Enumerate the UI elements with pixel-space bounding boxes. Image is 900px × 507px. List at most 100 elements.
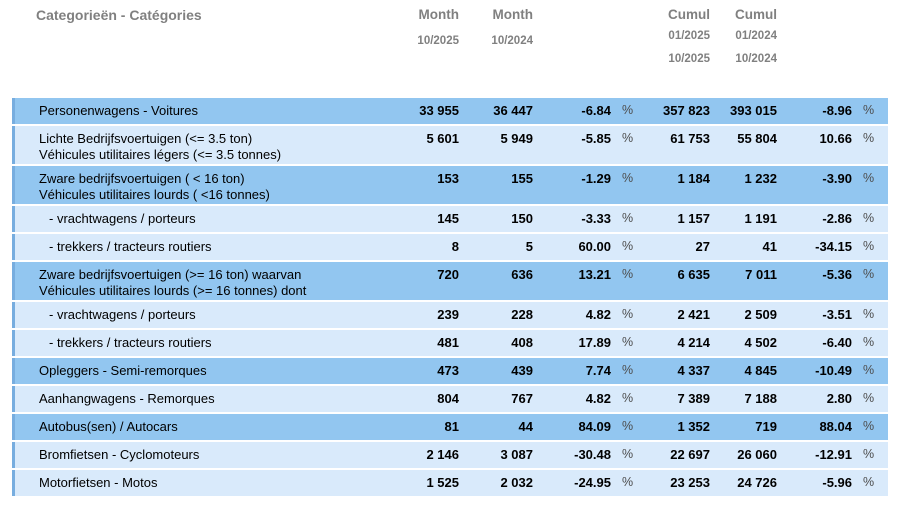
month-previous-value: 439 bbox=[511, 363, 533, 378]
cumul-pct-value: -5.96 bbox=[822, 475, 852, 490]
month-pct-value: -30.48 bbox=[574, 447, 611, 462]
month-current-value: 153 bbox=[437, 171, 459, 186]
month-pct-value: -6.84 bbox=[581, 103, 611, 118]
row-category-label: Lichte Bedrijfsvoertuigen (<= 3.5 ton) Vé… bbox=[15, 126, 410, 164]
table-row: Lichte Bedrijfsvoertuigen (<= 3.5 ton) Vé… bbox=[12, 126, 888, 164]
cumul-pct-sign: % bbox=[863, 131, 875, 145]
row-category-label-line: Zware bedrijfsvoertuigen ( < 16 ton) bbox=[39, 171, 245, 186]
row-category-label: Autobus(sen) / Autocars bbox=[15, 414, 410, 440]
cumul-previous-column-header: Cumul 01/2024 10/2024 bbox=[713, 6, 780, 98]
cumul-current-value: 357 823 bbox=[663, 103, 710, 118]
table-row: Motorfietsen - Motos 1 525 2 032 -24.95% 23 … bbox=[12, 470, 888, 496]
cumul-current-value: 1 184 bbox=[677, 171, 710, 186]
cumul-pct-value: 88.04 bbox=[819, 419, 852, 434]
month-previous-value: 2 032 bbox=[500, 475, 533, 490]
cumul-pct-sign: % bbox=[863, 211, 875, 225]
table-row: - trekkers / tracteurs routiers 8 5 60.00% 2… bbox=[12, 234, 888, 260]
table-row: Bromfietsen - Cyclomoteurs 2 146 3 087 -30.… bbox=[12, 442, 888, 468]
row-category-label-line: Véhicules utilitaires lourds (>= 16 tonn… bbox=[39, 283, 307, 298]
cumul-current-value: 4 337 bbox=[677, 363, 710, 378]
month-pct-value: -24.95 bbox=[574, 475, 611, 490]
cumul-pct-sign: % bbox=[863, 419, 875, 433]
month-pct-value: 84.09 bbox=[578, 419, 611, 434]
month-previous-value: 36 447 bbox=[493, 103, 533, 118]
month-pct-column-header bbox=[536, 6, 614, 98]
month-pct-value: 17.89 bbox=[578, 335, 611, 350]
row-category-label: - vrachtwagens / porteurs bbox=[15, 206, 410, 232]
cumul-current-value: 7 389 bbox=[677, 391, 710, 406]
row-category-label: Personenwagens - Voitures bbox=[15, 98, 410, 124]
cumul-previous-value: 4 502 bbox=[744, 335, 777, 350]
month-pct-sign: % bbox=[622, 475, 634, 489]
cumul-current-period-start: 01/2025 bbox=[668, 30, 710, 42]
row-category-label-line: Opleggers - Semi-remorques bbox=[39, 363, 207, 378]
cumul-previous-value: 41 bbox=[762, 239, 777, 254]
cumul-pct-sign: % bbox=[863, 103, 875, 117]
month-pct-sign: % bbox=[622, 391, 634, 405]
month-current-value: 481 bbox=[437, 335, 459, 350]
table-row: Zware bedrijfsvoertuigen ( < 16 ton) Véhi… bbox=[12, 166, 888, 204]
cumul-pct-sign: % bbox=[863, 335, 875, 349]
month-current-period: 10/2025 bbox=[417, 35, 459, 47]
table-header: Categorieën - Catégories Month 10/2025 M… bbox=[12, 6, 888, 98]
cumul-pct-sign: % bbox=[863, 171, 875, 185]
row-category-label: Zware bedrijfsvoertuigen (>= 16 ton) waa… bbox=[15, 262, 410, 300]
month-current-value: 1 525 bbox=[426, 475, 459, 490]
month-pct-sign: % bbox=[622, 103, 634, 117]
month-pct-sign: % bbox=[622, 363, 634, 377]
cumul-pct-value: -8.96 bbox=[822, 103, 852, 118]
month-previous-period: 10/2024 bbox=[491, 35, 533, 47]
row-category-label-line: Motorfietsen - Motos bbox=[39, 475, 158, 490]
cumul-current-value: 6 635 bbox=[677, 267, 710, 282]
table-row: Opleggers - Semi-remorques 473 439 7.74% 4 3… bbox=[12, 358, 888, 384]
table-row: Aanhangwagens - Remorques 804 767 4.82% 7 38… bbox=[12, 386, 888, 412]
month-pct-sign: % bbox=[622, 335, 634, 349]
cumul-pct-value: -12.91 bbox=[815, 447, 852, 462]
table-row: Autobus(sen) / Autocars 81 44 84.09% 1 352 71… bbox=[12, 414, 888, 440]
month-previous-value: 3 087 bbox=[500, 447, 533, 462]
month-pct-sign: % bbox=[622, 131, 634, 145]
month-previous-value: 636 bbox=[511, 267, 533, 282]
month-pct-value: -3.33 bbox=[581, 211, 611, 226]
month-pct-value: -1.29 bbox=[581, 171, 611, 186]
month-previous-title: Month bbox=[492, 7, 533, 22]
category-column-header: Categorieën - Catégories bbox=[36, 7, 202, 23]
cumul-previous-value: 55 804 bbox=[737, 131, 777, 146]
cumul-current-period-end: 10/2025 bbox=[668, 53, 710, 65]
row-category-label: Motorfietsen - Motos bbox=[15, 470, 410, 496]
cumul-current-value: 1 157 bbox=[677, 211, 710, 226]
cumul-previous-value: 7 188 bbox=[744, 391, 777, 406]
month-current-value: 8 bbox=[451, 239, 459, 254]
cumul-current-value: 27 bbox=[695, 239, 710, 254]
table-row: Zware bedrijfsvoertuigen (>= 16 ton) waa… bbox=[12, 262, 888, 300]
row-category-label: Aanhangwagens - Remorques bbox=[15, 386, 410, 412]
cumul-current-value: 61 753 bbox=[670, 131, 710, 146]
table-row: - trekkers / tracteurs routiers 481 408 17.… bbox=[12, 330, 888, 356]
cumul-pct-sign: % bbox=[863, 307, 875, 321]
cumul-current-value: 1 352 bbox=[677, 419, 710, 434]
row-category-label-line: Zware bedrijfsvoertuigen (>= 16 ton) waa… bbox=[39, 267, 302, 282]
cumul-pct-value: -3.51 bbox=[822, 307, 852, 322]
row-category-label-line: Aanhangwagens - Remorques bbox=[39, 391, 215, 406]
row-category-label: - trekkers / tracteurs routiers bbox=[15, 330, 410, 356]
month-previous-value: 155 bbox=[511, 171, 533, 186]
cumul-pct-value: -34.15 bbox=[815, 239, 852, 254]
row-category-label: - trekkers / tracteurs routiers bbox=[15, 234, 410, 260]
month-pct-sign: % bbox=[622, 267, 634, 281]
cumul-previous-value: 1 232 bbox=[744, 171, 777, 186]
cumul-pct-value: -10.49 bbox=[815, 363, 852, 378]
month-pct-sign: % bbox=[622, 211, 634, 225]
month-pct-sign: % bbox=[622, 239, 634, 253]
cumul-pct-value: -2.86 bbox=[822, 211, 852, 226]
month-current-value: 720 bbox=[437, 267, 459, 282]
row-category-label-line: Lichte Bedrijfsvoertuigen (<= 3.5 ton) bbox=[39, 131, 253, 146]
month-current-value: 804 bbox=[437, 391, 459, 406]
cumul-previous-value: 1 191 bbox=[744, 211, 777, 226]
month-previous-value: 408 bbox=[511, 335, 533, 350]
month-pct-value: -5.85 bbox=[581, 131, 611, 146]
row-category-label-line: - vrachtwagens / porteurs bbox=[49, 211, 196, 226]
cumul-current-value: 2 421 bbox=[677, 307, 710, 322]
month-current-title: Month bbox=[418, 7, 459, 22]
cumul-pct-value: -6.40 bbox=[822, 335, 852, 350]
month-current-value: 5 601 bbox=[426, 131, 459, 146]
